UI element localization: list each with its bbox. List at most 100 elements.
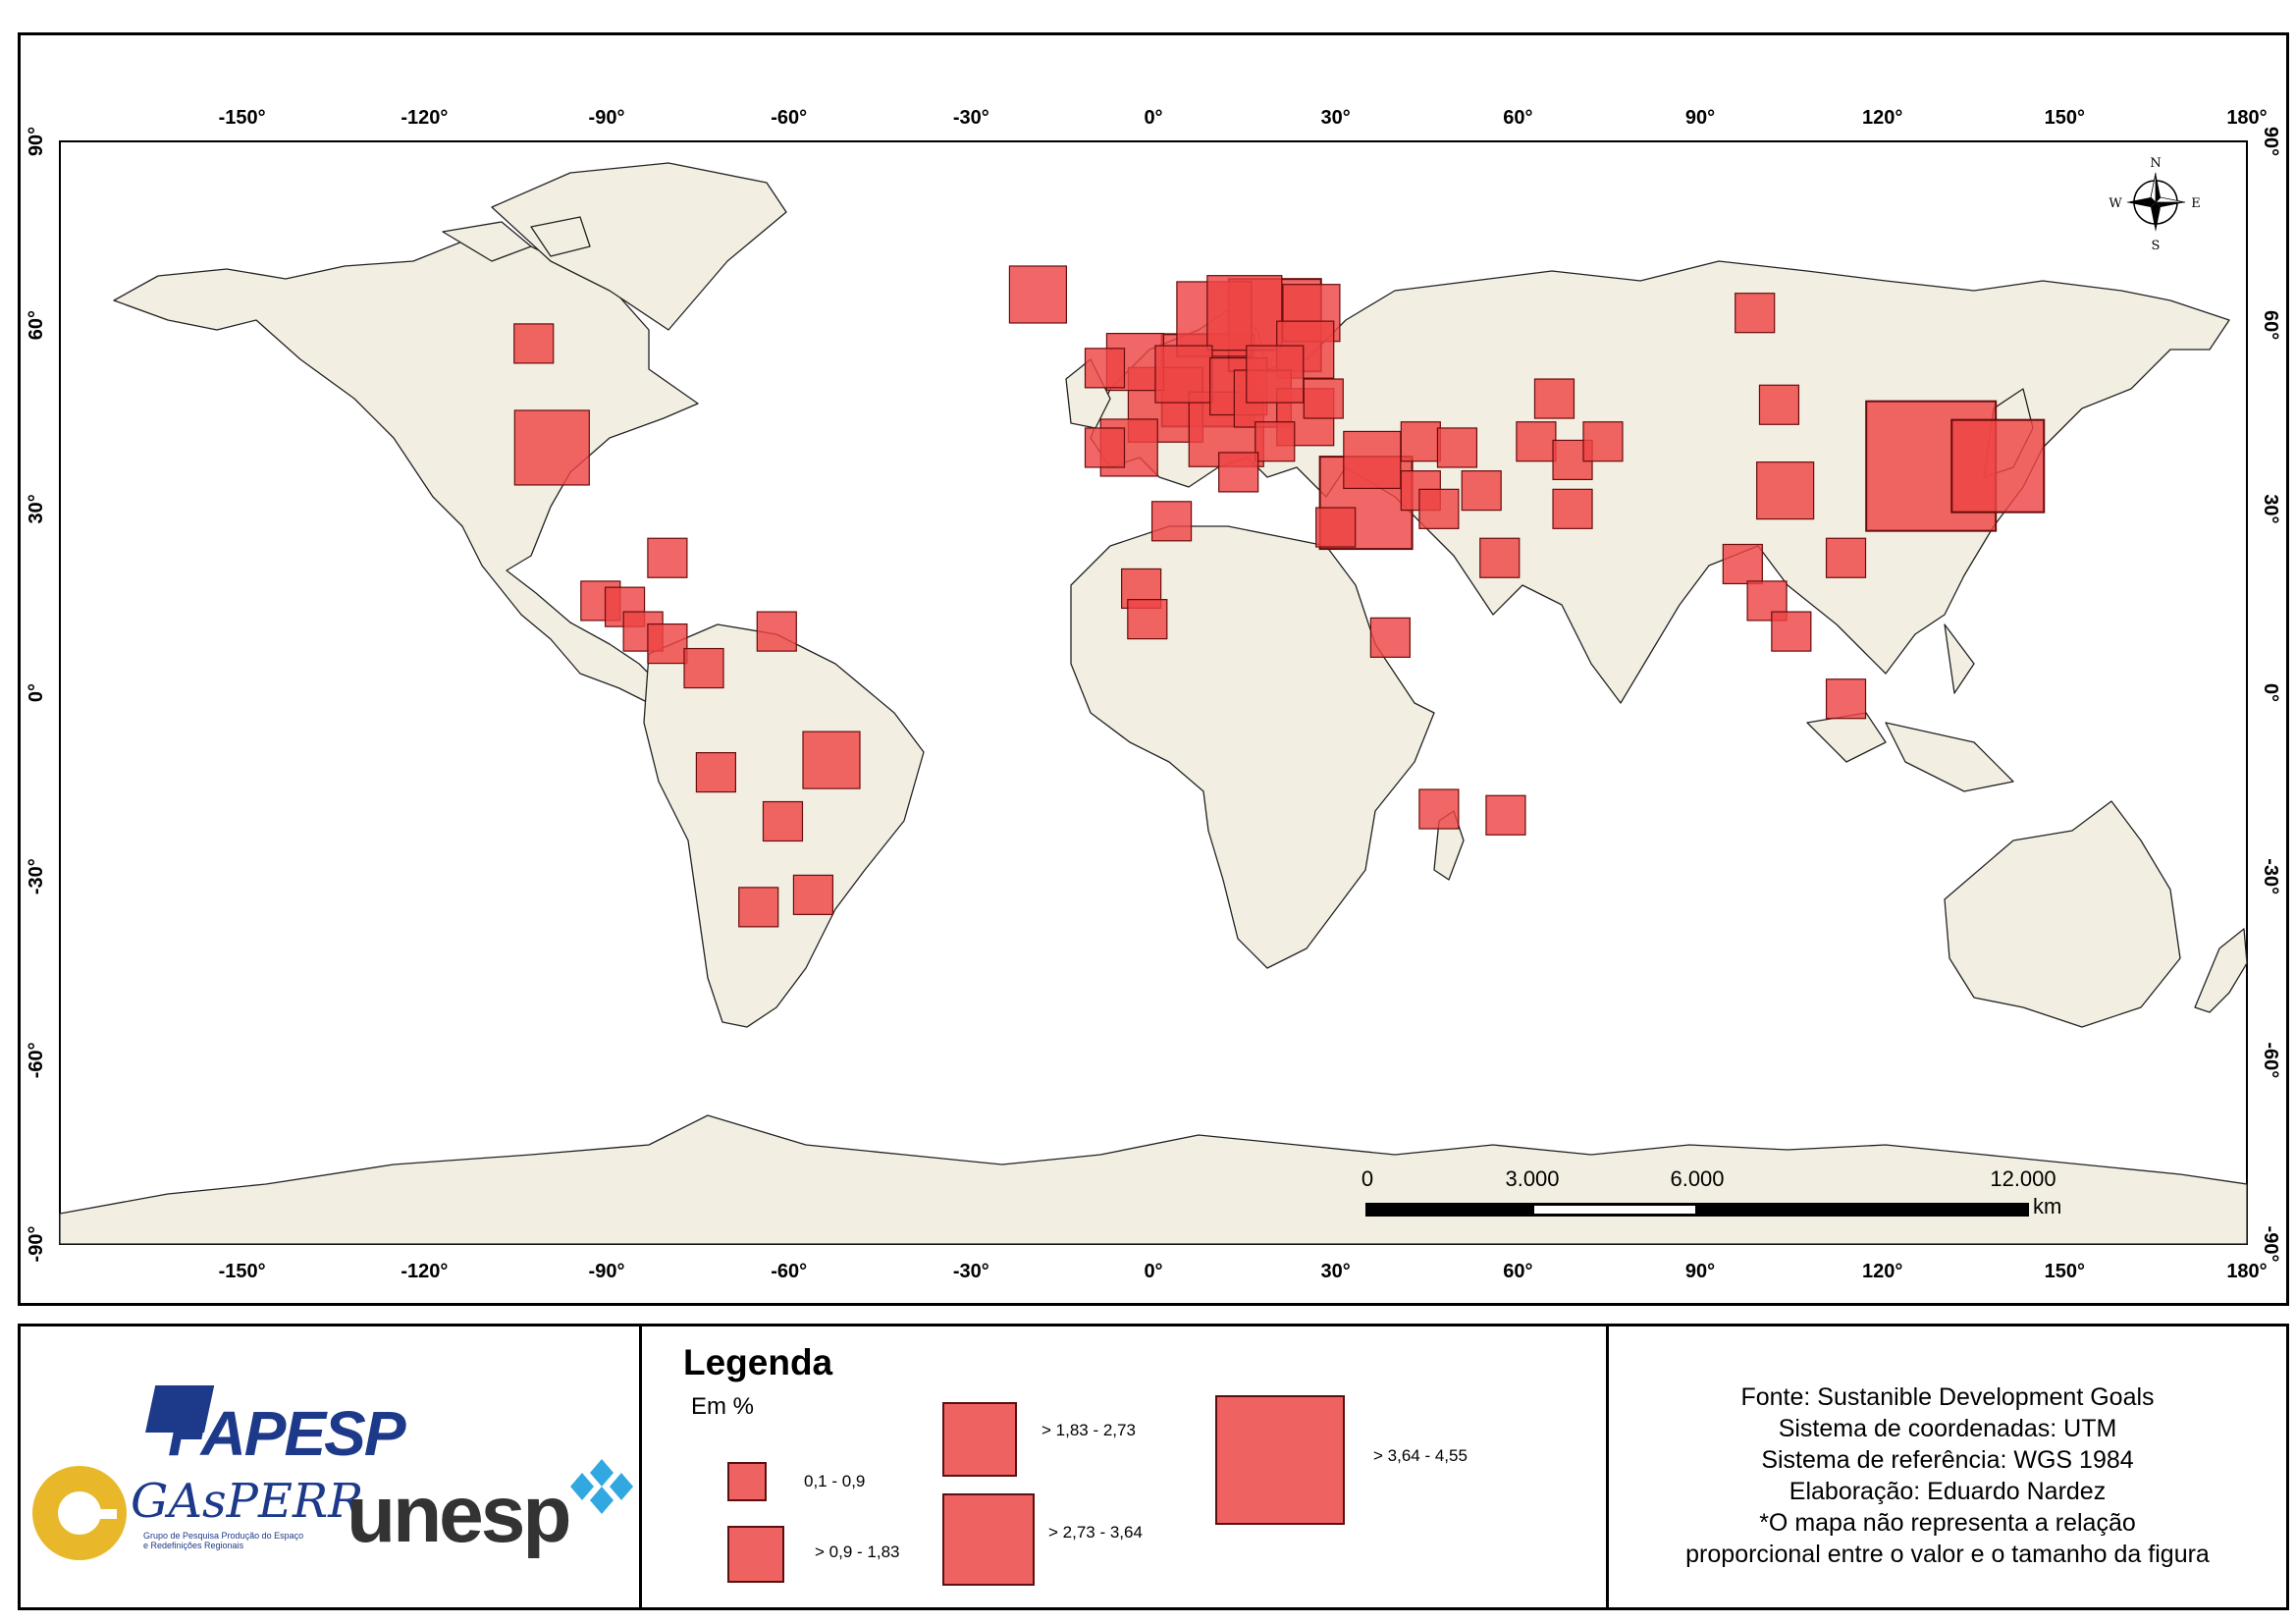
scale-bar-segment [1534,1206,1695,1214]
left-lat-tick-label: 90° [26,127,47,156]
australia [1944,800,2181,1028]
unesp-emblem-icon [570,1459,633,1514]
scale-bar: 0 3.000 6.000 12.000 km [1362,1166,2061,1218]
gasperr-logo: GAsPERR [131,1474,364,1529]
reference-system-line: Sistema de referência: WGS 1984 [1761,1446,2134,1474]
map-marker-class-1 [1303,378,1344,419]
map-marker-class-2 [1756,461,1815,520]
map-marker-class-2 [802,731,861,789]
map-marker-class-1 [1369,617,1411,658]
map-marker-class-1 [695,752,737,793]
bottom-lon-tick-label: 0° [1144,1261,1162,1282]
top-lon-tick-label: 60° [1503,107,1532,129]
gasperr-subtitle: Grupo de Pesquisa Produção do Espaço e R… [143,1531,304,1550]
logos-panel: FAPESP GAsPERR Grupo de Pesquisa Produçã… [18,1324,642,1610]
map-marker-class-1 [1582,421,1624,462]
compass-n: N [2150,156,2161,171]
scale-label-3000: 3.000 [1505,1166,1559,1191]
map-marker-class-1 [1436,427,1478,468]
legend-label-class-2: > 0,9 - 1,83 [815,1543,900,1561]
map-marker-class-1 [738,887,779,928]
map-marker-class-1 [1418,488,1460,529]
legend-title: Legenda [683,1342,833,1382]
top-lon-tick-label: -120° [400,107,448,129]
top-lon-tick-label: -90° [589,107,625,129]
top-lon-tick-label: 90° [1685,107,1715,129]
legend-label-class-3: > 1,83 - 2,73 [1041,1421,1136,1439]
map-marker-class-1 [1758,384,1800,425]
compass-e: E [2191,196,2201,211]
scale-label-12000: 12.000 [1990,1166,2056,1191]
disclaimer-line-2: proporcional entre o valor e o tamanho d… [1685,1541,2210,1568]
bottom-lon-tick-label: 60° [1503,1261,1532,1282]
top-lon-tick-label: -60° [771,107,807,129]
left-lat-tick-label: -60° [26,1042,47,1078]
bottom-lon-tick-label: -150° [219,1261,266,1282]
map-marker-class-1 [1533,378,1575,419]
disclaimer-line-1: *O mapa não representa a relação [1759,1509,2136,1537]
data-markers [513,265,2046,928]
map-marker-class-2 [1343,430,1402,490]
right-lat-tick-label: 60° [2260,310,2281,340]
scale-unit: km [2033,1194,2061,1218]
left-lat-tick-label: 0° [26,683,47,702]
bottom-lon-tick-label: 120° [1862,1261,1902,1282]
bottom-lon-tick-label: -90° [589,1261,625,1282]
new-zealand [2194,928,2248,1013]
gasperr-emblem-icon [32,1385,215,1560]
author-line: Elaboração: Eduardo Nardez [1789,1478,2107,1505]
bottom-lon-tick-label: -120° [400,1261,448,1282]
left-lat-tick-label: -90° [26,1226,47,1263]
bottom-lon-tick-label: 90° [1685,1261,1715,1282]
map-marker-class-1 [1084,427,1126,468]
right-lat-tick-label: -30° [2260,858,2281,894]
coordinate-system-line: Sistema de coordenadas: UTM [1778,1415,2117,1442]
top-lon-tick-label: 120° [1862,107,1902,129]
left-lat-tick-label: -30° [26,858,47,894]
right-lat-tick-label: 90° [2260,127,2281,156]
left-lat-tick-label: 60° [26,310,47,340]
right-lat-tick-label: -90° [2260,1226,2281,1263]
map-marker-class-2 [1246,345,1305,404]
legend-symbol-class-2 [727,1526,784,1583]
legend-symbol-class-5 [1215,1395,1345,1525]
map-marker-class-1 [513,323,555,364]
legend-subtitle: Em % [691,1393,755,1420]
top-lon-tick-label: -30° [953,107,989,129]
legend-symbol-class-4 [942,1493,1035,1586]
compass-w: W [2109,196,2122,211]
map-marker-class-1 [647,623,688,665]
right-lat-tick-label: 30° [2260,494,2281,523]
greenland [491,162,787,331]
map-marker-class-1 [1255,421,1296,462]
map-marker-class-1 [1084,348,1126,389]
top-lon-tick-label: 0° [1144,107,1162,129]
top-lon-tick-label: -150° [219,107,266,129]
map-marker-class-4 [1950,418,2046,514]
map-marker-class-3 [513,409,590,486]
bottom-lon-tick-label: 150° [2045,1261,2085,1282]
map-marker-class-1 [1485,794,1526,836]
scale-label-6000: 6.000 [1670,1166,1724,1191]
map-marker-class-1 [1127,599,1168,640]
unesp-logo: unesp [347,1470,571,1559]
map-marker-class-1 [647,537,688,578]
top-lon-tick-label: 180° [2226,107,2267,129]
map-frame: -150° -150° -120° -120° -90° -90° -60° -60° -30°… [18,32,2289,1306]
compass-rose-icon: N S E W [2109,156,2200,253]
map-marker-class-1 [683,647,724,689]
bottom-lon-tick-label: 30° [1321,1261,1351,1282]
map-marker-class-1 [1825,537,1867,578]
map-marker-class-1 [1479,537,1521,578]
scale-label-0: 0 [1362,1166,1373,1191]
legend-symbol-class-3 [942,1402,1017,1477]
map-marker-class-3 [1206,275,1283,352]
bottom-lon-tick-label: 180° [2226,1261,2267,1282]
map-marker-class-1 [1552,488,1593,529]
legend-label-class-5: > 3,64 - 4,55 [1373,1446,1468,1465]
world-map: -150° -150° -120° -120° -90° -90° -60° -60° -30°… [26,107,2281,1282]
map-marker-class-1 [1400,421,1441,462]
map-marker-class-1 [1516,421,1557,462]
map-marker-class-2 [1154,345,1213,404]
map-marker-class-1 [1150,501,1193,542]
